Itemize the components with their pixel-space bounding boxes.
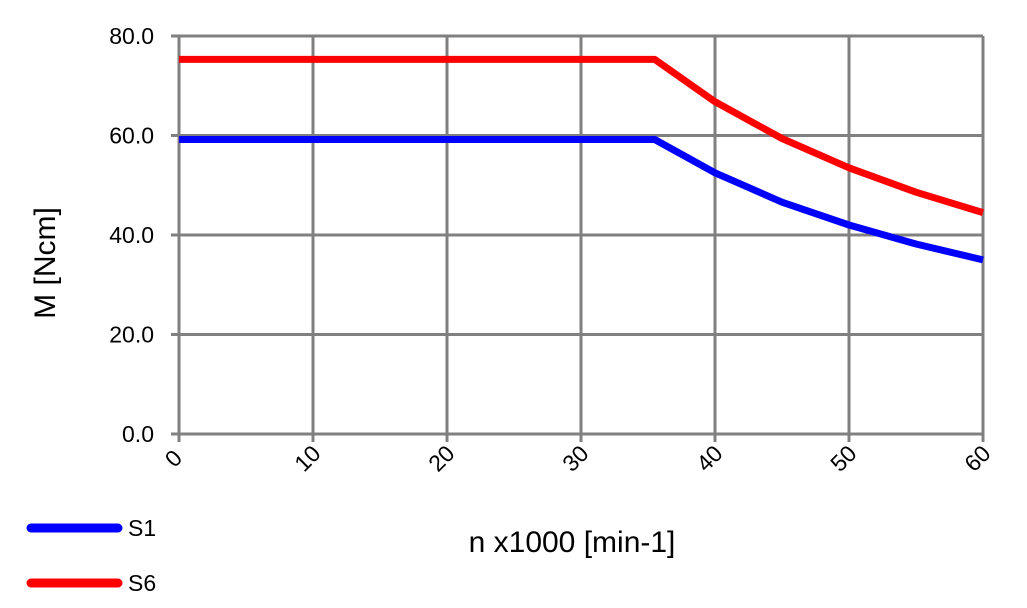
y-axis-label: M [Ncm]: [29, 207, 62, 319]
series-lines: [179, 55, 985, 264]
series-line-s6: [179, 55, 985, 216]
y-tick-label: 40.0: [109, 222, 154, 248]
x-tick-label: 40: [691, 440, 727, 476]
y-tick-label: 0.0: [122, 421, 154, 447]
y-tick-label: 60.0: [109, 123, 154, 149]
y-tick-label: 20.0: [109, 322, 154, 348]
x-axis-label: n x1000 [min-1]: [469, 526, 676, 559]
x-tick-label: 20: [423, 440, 459, 476]
grid: [171, 34, 985, 442]
x-tick-label: 10: [289, 440, 325, 476]
x-tick-label: 50: [825, 440, 861, 476]
x-tick-label: 60: [959, 440, 995, 476]
legend: S1 S6: [26, 515, 156, 596]
x-tick-label: 30: [557, 440, 593, 476]
y-tick-label: 80.0: [109, 23, 154, 49]
x-tick-label: 0: [160, 445, 187, 472]
legend-label-s6: S6: [128, 570, 156, 596]
legend-label-s1: S1: [128, 515, 156, 541]
y-axis-ticks: 0.0 20.0 40.0 60.0 80.0: [109, 23, 154, 447]
x-axis-ticks: 0 10 20 30 40 50 60: [160, 440, 996, 476]
series-line-s1: [179, 136, 984, 264]
